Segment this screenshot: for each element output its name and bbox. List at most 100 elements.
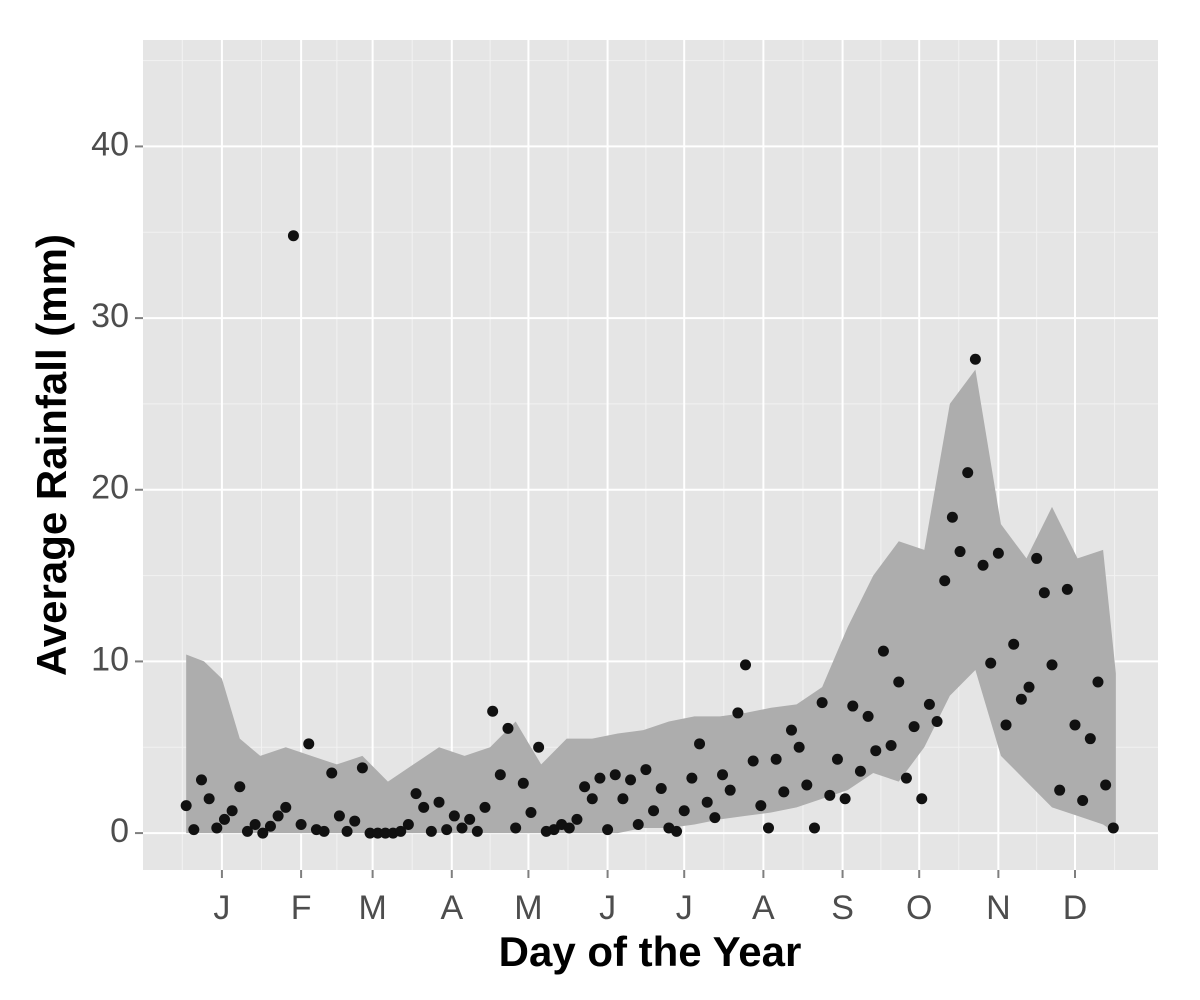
y-tick-label: 20	[91, 469, 129, 507]
point	[908, 721, 920, 733]
x-tick-label: M	[514, 889, 542, 927]
point	[785, 724, 797, 736]
point	[1046, 659, 1058, 671]
point	[372, 827, 384, 839]
point	[870, 745, 882, 757]
point	[402, 819, 414, 831]
point	[448, 810, 460, 822]
point	[1077, 794, 1089, 806]
point	[755, 800, 767, 812]
point	[203, 793, 215, 805]
point	[946, 511, 958, 523]
point	[180, 800, 192, 812]
point	[395, 825, 407, 837]
point	[425, 825, 437, 837]
x-tick-label: D	[1063, 889, 1088, 927]
point	[464, 813, 476, 825]
point	[709, 812, 721, 824]
point	[341, 825, 353, 837]
x-tick-label: A	[440, 889, 463, 927]
point	[1031, 552, 1043, 564]
point	[249, 819, 261, 831]
x-tick-label: O	[906, 889, 932, 927]
point	[318, 825, 330, 837]
point	[456, 822, 468, 834]
point	[356, 762, 368, 774]
point	[264, 820, 276, 832]
point	[931, 716, 943, 728]
point	[778, 786, 790, 798]
y-tick-label: 40	[91, 125, 129, 163]
point	[441, 824, 453, 836]
x-tick-label: S	[831, 889, 854, 927]
point	[579, 781, 591, 793]
point	[188, 824, 200, 836]
point	[1008, 638, 1020, 650]
point	[717, 769, 729, 781]
point	[1069, 719, 1081, 731]
point	[686, 772, 698, 784]
point	[195, 774, 207, 786]
point	[992, 547, 1004, 559]
point	[494, 769, 506, 781]
point	[985, 657, 997, 669]
point	[916, 793, 928, 805]
point	[525, 806, 537, 818]
x-tick-label: M	[358, 889, 386, 927]
point	[533, 741, 545, 753]
point	[349, 815, 361, 827]
point	[969, 353, 981, 365]
point	[1084, 733, 1096, 745]
point	[563, 822, 575, 834]
point	[671, 825, 683, 837]
point	[1015, 693, 1027, 705]
point	[218, 813, 230, 825]
point	[632, 819, 644, 831]
x-tick-label: J	[599, 889, 616, 927]
point	[762, 822, 774, 834]
y-tick-label: 0	[110, 812, 129, 850]
point	[303, 738, 315, 750]
point	[831, 753, 843, 765]
x-tick-label: J	[676, 889, 693, 927]
point	[571, 813, 583, 825]
point	[241, 825, 253, 837]
point	[617, 793, 629, 805]
x-axis-title: Day of the Year	[499, 928, 802, 975]
ribbon	[186, 369, 1116, 834]
point	[816, 697, 828, 709]
point	[502, 722, 514, 734]
point	[287, 230, 299, 242]
point	[479, 801, 491, 813]
point	[808, 822, 820, 834]
point	[839, 793, 851, 805]
point	[594, 772, 606, 784]
point	[655, 782, 667, 794]
point	[487, 705, 499, 717]
point	[862, 710, 874, 722]
point	[1107, 822, 1119, 834]
point	[877, 645, 889, 657]
point	[602, 824, 614, 836]
point	[740, 659, 752, 671]
point	[433, 796, 445, 808]
point	[510, 822, 522, 834]
y-tick-label: 30	[91, 297, 129, 335]
point	[962, 467, 974, 479]
point	[770, 753, 782, 765]
point	[801, 779, 813, 791]
point	[625, 774, 637, 786]
point	[824, 789, 836, 801]
point	[234, 781, 246, 793]
point	[847, 700, 859, 712]
point	[517, 777, 529, 789]
x-tick-label: F	[291, 889, 312, 927]
point	[1038, 587, 1050, 599]
point	[410, 788, 422, 800]
point	[1092, 676, 1104, 688]
point	[893, 676, 905, 688]
point	[977, 559, 989, 571]
point	[418, 801, 430, 813]
point	[471, 825, 483, 837]
point	[724, 784, 736, 796]
